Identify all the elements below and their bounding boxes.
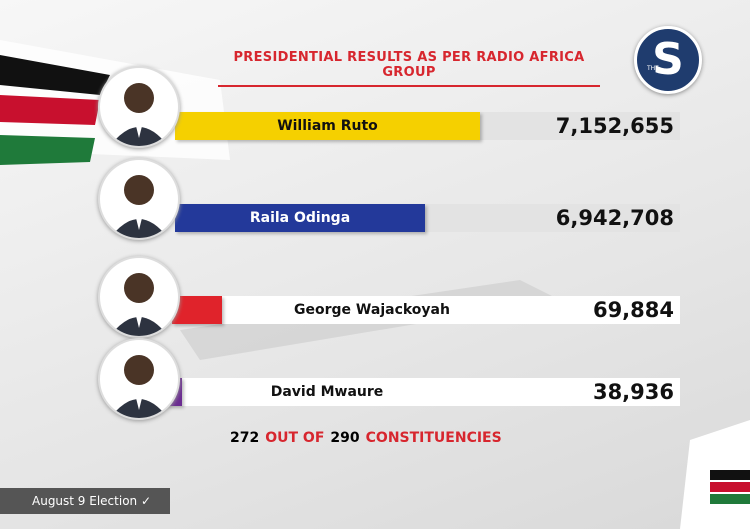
candidate-portrait — [98, 338, 180, 420]
candidate-votes: 69,884 — [540, 296, 680, 324]
logo-small: THE — [647, 65, 659, 72]
candidate-name: George Wajackoyah — [294, 302, 450, 318]
candidate-name: William Ruto — [277, 118, 378, 134]
candidate-bar — [175, 204, 425, 232]
candidate-portrait — [98, 66, 180, 148]
portrait-silhouette — [110, 355, 168, 418]
candidate-portrait — [98, 256, 180, 338]
logo: S THE — [634, 26, 702, 94]
badge-text: August 9 Election — [32, 494, 138, 508]
total: 290 — [330, 430, 360, 446]
unit: CONSTITUENCIES — [365, 430, 502, 446]
portrait-silhouette — [110, 83, 168, 146]
election-badge: August 9 Election ✓ — [0, 488, 170, 514]
candidate-votes: 38,936 — [540, 378, 680, 406]
candidate-name: Raila Odinga — [249, 210, 351, 226]
candidate-portrait — [98, 158, 180, 240]
count: 272 — [230, 430, 260, 446]
candidate-bar — [172, 296, 222, 324]
portrait-silhouette — [110, 273, 168, 336]
candidate-votes: 6,942,708 — [540, 204, 680, 232]
out-of: OUT OF — [265, 430, 325, 446]
title: PRESIDENTIAL RESULTS AS PER RADIO AFRICA… — [218, 50, 600, 87]
portrait-silhouette — [110, 175, 168, 238]
candidate-name: David Mwaure — [270, 384, 384, 400]
constituency-count: 272 OUT OF 290 CONSTITUENCIES — [230, 430, 508, 446]
logo-letter: S — [652, 34, 684, 85]
candidate-bar — [175, 112, 480, 140]
candidate-votes: 7,152,655 — [540, 112, 680, 140]
